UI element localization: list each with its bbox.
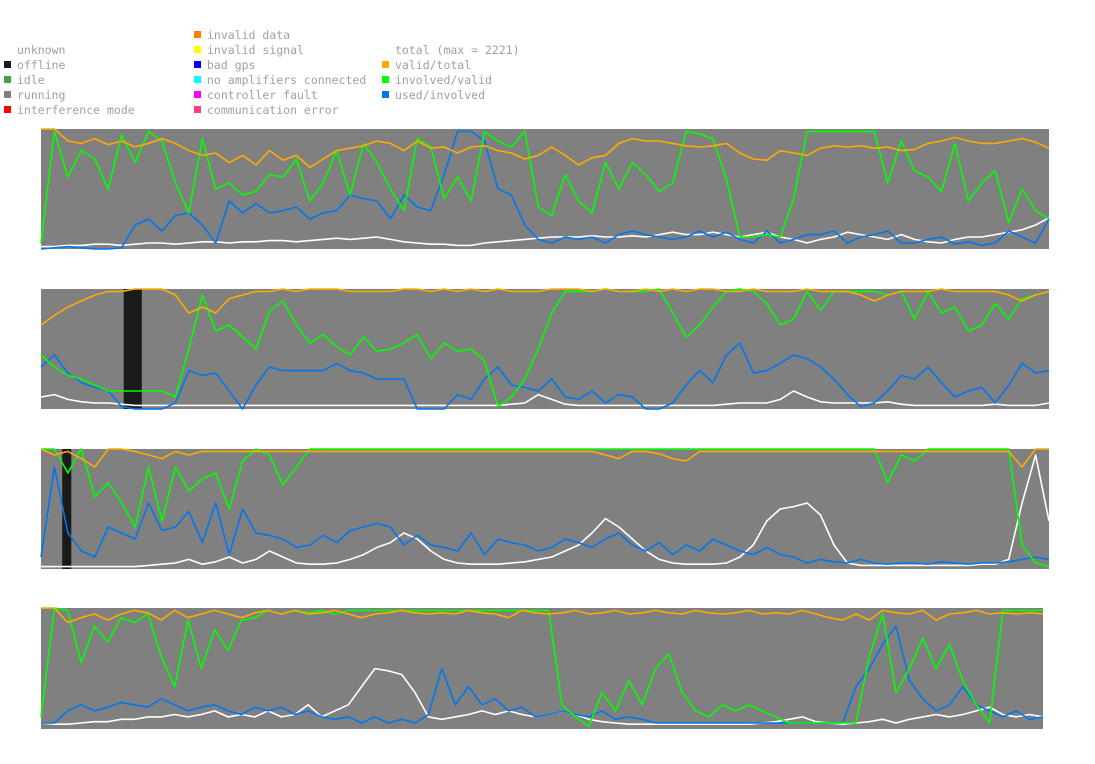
panel-background — [41, 129, 1049, 249]
chart-panels — [40, 128, 1050, 729]
legend-label: bad gps — [207, 58, 255, 72]
legend-label: total (max = 2221) — [395, 43, 520, 57]
panel-background — [41, 449, 1049, 569]
legend-swatch — [382, 61, 389, 68]
series-line-involved-valid — [41, 448, 1050, 568]
series-line-involved-valid — [40, 130, 1050, 244]
series-line-used-involved — [40, 130, 1050, 250]
chart-panel-4 — [40, 607, 1044, 729]
legend-swatch — [382, 91, 389, 98]
legend-item-unknown: unknown — [17, 43, 65, 57]
legend-item-invalid-signal: invalid signal — [194, 43, 304, 57]
legend-swatch — [4, 91, 11, 98]
panel-background — [41, 608, 1043, 729]
legend-label: used/involved — [395, 88, 485, 102]
series-line-used-involved — [41, 625, 1044, 724]
chart-panel-2 — [40, 288, 1050, 410]
legend-item-used-involved: used/involved — [382, 88, 485, 102]
legend-item-controller-fault: controller fault — [194, 88, 318, 102]
offline-span — [123, 289, 142, 409]
legend-label: invalid data — [207, 28, 290, 42]
series-line-involved-valid — [40, 288, 1050, 408]
series-line-total — [40, 390, 1050, 407]
legend-label: no amplifiers connected — [207, 73, 366, 87]
series-line-total — [41, 217, 1050, 248]
series-line-used-involved — [40, 342, 1050, 410]
chart-panel-1 — [40, 128, 1050, 250]
legend-label: offline — [17, 58, 66, 72]
legend-item-communication-error: communication error — [194, 103, 339, 117]
series-line-valid-total — [40, 448, 1049, 468]
series-line-valid-total — [41, 607, 1044, 624]
legend-swatch — [382, 76, 389, 83]
legend-label: running — [17, 88, 65, 102]
legend-swatch — [4, 76, 11, 83]
legend-swatch — [194, 91, 201, 98]
panel-background — [41, 289, 1049, 409]
legend-label: invalid signal — [207, 43, 304, 57]
legend-label: idle — [17, 73, 45, 87]
legend-label: valid/total — [395, 58, 471, 72]
legend-item-offline: offline — [4, 58, 66, 72]
legend-swatch — [194, 31, 201, 38]
legend-item-total-max-2221: total (max = 2221) — [395, 43, 520, 57]
series-line-total — [41, 454, 1050, 568]
legend-label: involved/valid — [395, 73, 492, 87]
legend-swatch — [4, 106, 11, 113]
legend-swatch — [4, 61, 11, 68]
legend-label: interference mode — [17, 103, 135, 117]
series-line-used-involved — [40, 466, 1050, 566]
series-line-valid-total — [41, 128, 1050, 169]
legend-swatch — [194, 76, 201, 83]
legend-swatch — [194, 61, 201, 68]
legend-item-running: running — [4, 88, 65, 102]
legend-label: communication error — [207, 103, 339, 117]
legend-swatch — [194, 106, 201, 113]
legend-label: controller fault — [207, 88, 318, 102]
legend-item-interference-mode: interference mode — [4, 103, 135, 117]
legend-item-bad-gps: bad gps — [194, 58, 255, 72]
legend-item-idle: idle — [4, 73, 45, 87]
legend-item-invalid-data: invalid data — [194, 28, 290, 42]
series-line-involved-valid — [40, 607, 1043, 728]
series-line-valid-total — [40, 288, 1050, 326]
legend-label: unknown — [17, 43, 65, 57]
legend-item-no-amplifiers-connected: no amplifiers connected — [194, 73, 366, 87]
offline-span — [62, 449, 72, 569]
legend-item-valid-total: valid/total — [382, 58, 471, 72]
legend-swatch — [194, 46, 201, 53]
chart-panel-3 — [40, 448, 1050, 569]
legend-item-involved-valid: involved/valid — [382, 73, 492, 87]
